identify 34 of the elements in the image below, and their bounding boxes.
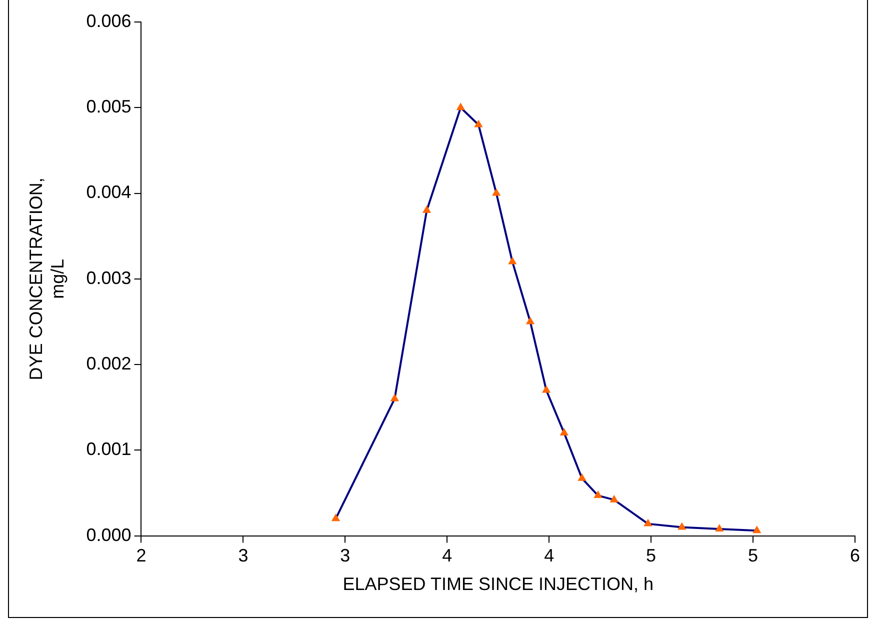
point	[508, 256, 517, 264]
x-tick-label: 5	[646, 546, 656, 566]
y-axis-title: DYE CONCENTRATION, mg/L	[26, 178, 68, 380]
point	[560, 428, 568, 436]
y-tick-label: 0.000	[86, 524, 132, 545]
point	[678, 522, 686, 530]
point	[390, 394, 399, 402]
point	[474, 120, 483, 128]
point	[752, 526, 762, 534]
y-tick-label: 0.001	[86, 439, 132, 460]
point	[526, 316, 535, 324]
point	[578, 473, 586, 481]
x-tick-label: 2	[136, 546, 146, 566]
y-tick-label: 0.003	[86, 268, 132, 288]
x-tick-label: 3	[340, 546, 350, 566]
y-tick-label: 0.005	[86, 96, 132, 117]
x-tick-label: 6	[850, 546, 860, 566]
point	[422, 205, 432, 213]
y-tick-label: 0.002	[86, 354, 132, 374]
point	[456, 102, 465, 110]
point	[644, 518, 652, 526]
point	[331, 514, 340, 522]
x-axis-title: ELAPSED TIME SINCE INJECTION, h	[342, 574, 654, 594]
point	[610, 494, 618, 502]
x-tick-label: 3	[238, 546, 248, 566]
point	[492, 188, 501, 196]
x-tick-label: 5	[748, 546, 758, 566]
x-tick-label: 4	[544, 546, 554, 566]
point	[715, 524, 724, 532]
x-tick-label: 4	[442, 546, 452, 566]
point	[542, 385, 551, 393]
y-tick-label: 0.006	[86, 10, 132, 31]
y-tick-label: 0.004	[86, 182, 132, 202]
point	[594, 490, 602, 498]
